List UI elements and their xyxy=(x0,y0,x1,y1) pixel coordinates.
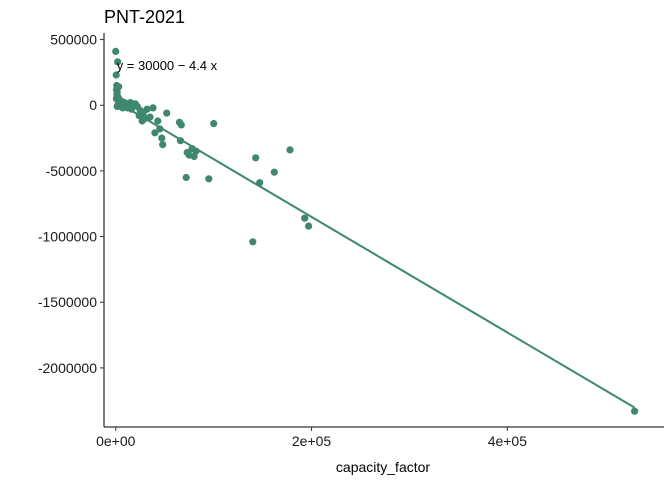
data-point xyxy=(149,104,157,112)
x-tick-label: 4e+05 xyxy=(488,433,528,449)
data-point xyxy=(205,175,213,183)
data-point xyxy=(305,222,313,230)
chart-title: PNT-2021 xyxy=(104,7,185,27)
data-point xyxy=(112,71,120,79)
data-point xyxy=(631,407,639,415)
data-point xyxy=(114,58,122,66)
data-point xyxy=(143,105,151,113)
data-point xyxy=(112,47,120,56)
y-tick-label: -2000000 xyxy=(38,360,97,376)
data-point xyxy=(301,214,309,222)
regression-line xyxy=(115,100,636,409)
x-axis-title: capacity_factor xyxy=(336,459,430,475)
data-point xyxy=(154,117,162,125)
data-point xyxy=(158,134,166,142)
data-point xyxy=(182,173,190,182)
y-tick-label: -500000 xyxy=(46,163,98,179)
data-point xyxy=(151,129,159,137)
data-point xyxy=(146,113,154,121)
x-tick-label: 2e+05 xyxy=(292,433,332,449)
data-point xyxy=(286,146,294,154)
data-point xyxy=(177,121,185,129)
y-tick-label: -1500000 xyxy=(38,294,97,310)
data-point xyxy=(115,83,123,91)
data-point xyxy=(210,120,218,128)
regression-equation: y = 30000 − 4.4 x xyxy=(117,58,218,73)
y-tick-label: 500000 xyxy=(50,32,97,48)
data-point xyxy=(249,238,257,246)
y-axis: 500000 0 -500000 -1000000 -1500000 -2000000 xyxy=(38,32,105,427)
data-point xyxy=(270,168,278,176)
data-point xyxy=(159,141,167,149)
y-tick-label: -1000000 xyxy=(38,229,97,245)
x-tick-label: 0e+00 xyxy=(96,433,136,449)
data-point xyxy=(252,154,260,162)
data-points xyxy=(112,47,639,415)
y-tick-label: 0 xyxy=(89,97,97,113)
x-axis: 0e+00 2e+05 4e+05 xyxy=(96,426,664,449)
data-point xyxy=(163,109,171,117)
